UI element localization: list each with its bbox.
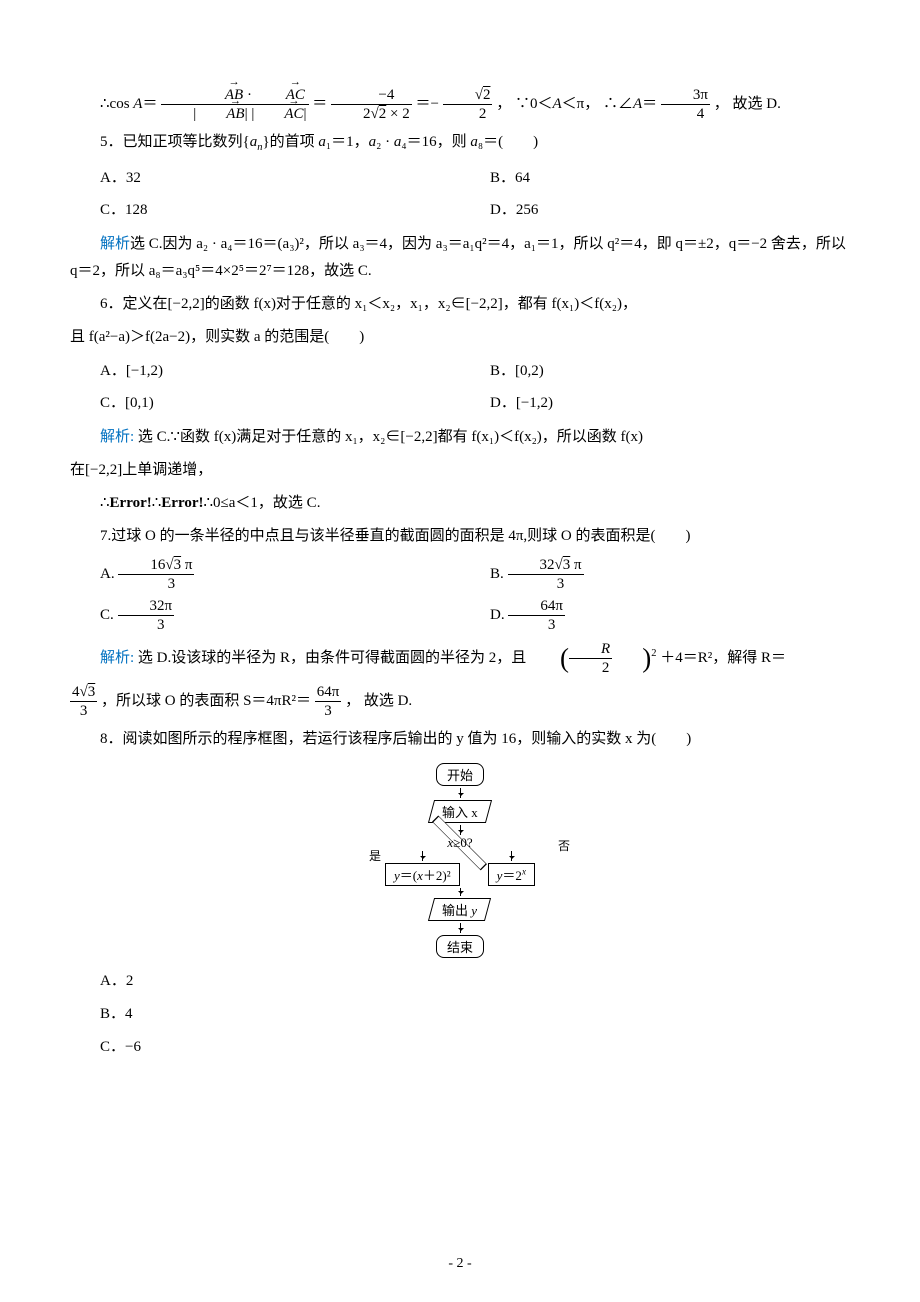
sol-label: 解析: [100, 429, 134, 445]
frac2: −4 2√2 × 2 [331, 86, 412, 123]
eq-cosA: ∴cos A＝ AB · AC |AB| |AC| ＝ −4 2√2 × 2 ＝… [70, 86, 850, 123]
fc-start: 开始 [436, 763, 484, 786]
vec-AC2: AC [254, 105, 303, 123]
fc-output: 输出 y [428, 898, 491, 921]
fc-yes-label: 是 [369, 847, 381, 864]
eq: ＝ [312, 96, 327, 112]
arrow-down-icon [511, 851, 512, 861]
q8-opt-a: A．2 [70, 968, 850, 995]
frac1: AB · AC |AB| |AC| [161, 86, 308, 123]
opt-d: D. 64π3 [460, 597, 850, 634]
opt-d: D．[−1,2) [460, 389, 850, 418]
q6-sol2: 在[−2,2]上单调递增， [70, 457, 850, 484]
fc-decision: x≥0? [433, 835, 486, 851]
fc-end: 结束 [436, 935, 484, 958]
arrow-down-icon [460, 923, 461, 933]
error-text: Error! [110, 495, 152, 511]
frac4: 3π 4 [661, 86, 710, 123]
q7-opts-ab: A. 16√3 π3 B. 32√3 π3 [70, 556, 850, 593]
opt-b: B. 32√3 π3 [460, 556, 850, 593]
opt-b: B．[0,2) [460, 357, 850, 386]
flowchart: 开始 输入 x x≥0? 否 是 y＝(x＋2)² y＝2x 输出 y 结束 [330, 761, 590, 960]
opt-c: C．128 [70, 196, 460, 225]
opt-a: A．32 [70, 164, 460, 193]
q8-opt-c: C．−6 [70, 1034, 850, 1061]
opt-d: D．256 [460, 196, 850, 225]
sol-label: 解析: [100, 650, 134, 666]
q7-opts-cd: C. 32π3 D. 64π3 [70, 597, 850, 634]
q6-stem1: 6．定义在[−2,2]的函数 f(x)对于任意的 x₁＜x₂，x₁，x₂∈[−2… [70, 291, 850, 318]
q5-sol: 解析选 C.因为 a₂ · a₄＝16＝(a₃)²，所以 a₃＝4，因为 a₃＝… [70, 231, 850, 285]
opt-c: C. 32π3 [70, 597, 460, 634]
q7-sol2: 4√33 ，所以球 O 的表面积 S＝4πR²＝ 64π3 ， 故选 D. [70, 683, 850, 720]
q7-sol1: 解析: 选 D.设该球的半径为 R，由条件可得截面圆的半径为 2，且 (R2)2… [70, 640, 850, 677]
arrow-down-icon [422, 851, 423, 861]
opt-a: A. 16√3 π3 [70, 556, 460, 593]
arrow-down-icon [460, 788, 461, 798]
fc-yes-branch: y＝(x＋2)² [385, 863, 460, 886]
q6-sol3: ∴Error!∴Error!∴0≤a＜1，故选 C. [70, 490, 850, 517]
page-number: - 2 - [0, 1256, 920, 1272]
t: ∴cos [100, 96, 133, 112]
fc-no-branch: y＝2x [488, 863, 535, 886]
eq: ＝− [416, 96, 439, 112]
frac3: √2 2 [443, 86, 493, 123]
vec-AB2: AB [196, 105, 244, 123]
q6-sol1: 解析: 选 C.∵函数 f(x)满足对于任意的 x₁，x₂∈[−2,2]都有 f… [70, 424, 850, 451]
d2a: 2√2 [363, 106, 386, 122]
q7-stem: 7.过球 O 的一条半径的中点且与该半径垂直的截面圆的面积是 4π,则球 O 的… [70, 523, 850, 550]
error-text: Error! [161, 495, 203, 511]
opt-b: B．64 [460, 164, 850, 193]
arrow-down-icon [460, 888, 461, 896]
q8-opt-b: B．4 [70, 1001, 850, 1028]
opt-c: C．[0,1) [70, 389, 460, 418]
eq: ＝ [142, 96, 157, 112]
q8-stem: 8．阅读如图所示的程序框图，若运行该程序后输出的 y 值为 16，则输入的实数 … [70, 726, 850, 753]
q6-opts-ab: A．[−1,2) B．[0,2) [70, 357, 850, 386]
q5-opts-cd: C．128 D．256 [70, 196, 850, 225]
q5-opts-ab: A．32 B．64 [70, 164, 850, 193]
q6-opts-cd: C．[0,1) D．[−1,2) [70, 389, 850, 418]
opt-a: A．[−1,2) [70, 357, 460, 386]
t: ， ∵0＜ [496, 96, 552, 112]
q6-stem2: 且 f(a²−a)＞f(2a−2)，则实数 a 的范围是( ) [70, 324, 850, 351]
sol-label: 解析 [100, 236, 130, 252]
q5-stem: 5．已知正项等比数列{an}的首项 a₁＝1，a₂ · a₄＝16，则 a₈＝(… [70, 129, 850, 158]
